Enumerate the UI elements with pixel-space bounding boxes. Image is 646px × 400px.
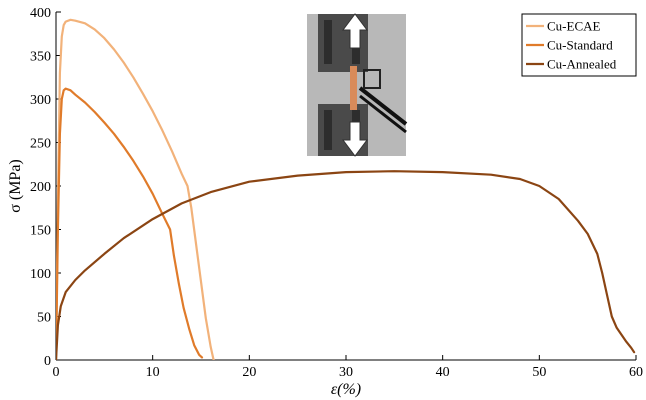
legend-label: Cu-Annealed (547, 57, 617, 72)
y-tick-label: 100 (30, 267, 51, 282)
x-tick-label: 50 (532, 365, 546, 380)
y-axis-title: σ (MPa) (7, 159, 24, 213)
y-tick-label: 200 (30, 180, 51, 195)
arrow-up-icon (342, 13, 368, 49)
x-tick-label: 10 (146, 365, 160, 380)
x-tick-label: 60 (629, 365, 643, 380)
x-tick-label: 30 (339, 365, 353, 380)
y-tick-label: 250 (30, 137, 51, 152)
y-tick-label: 0 (44, 354, 51, 369)
x-axis-title: ε(%) (331, 381, 361, 398)
series-line-cu-ecae (56, 18, 215, 360)
y-tick-label: 50 (37, 311, 51, 326)
legend-label: Cu-ECAE (547, 19, 601, 34)
y-tick-label: 350 (30, 50, 51, 65)
x-tick-label: 40 (436, 365, 450, 380)
x-axis-ticks: 0 10 20 30 40 50 60 (53, 355, 643, 380)
x-tick-label: 20 (242, 365, 256, 380)
y-tick-label: 300 (30, 93, 51, 108)
y-axis-ticks: 0 50 100 150 200 250 300 350 400 (30, 6, 61, 369)
tensile-test-photo (307, 13, 408, 157)
y-tick-label: 150 (30, 224, 51, 239)
arrow-down-icon (342, 121, 368, 157)
series-lines (56, 18, 636, 360)
legend: Cu-ECAE Cu-Standard Cu-Annealed (521, 13, 637, 77)
series-line-cu-annealed (56, 170, 636, 360)
series-line-cu-standard (56, 87, 204, 360)
x-tick-label: 0 (53, 365, 60, 380)
copper-specimen (350, 66, 357, 110)
legend-label: Cu-Standard (547, 38, 613, 53)
y-tick-label: 400 (30, 6, 51, 21)
